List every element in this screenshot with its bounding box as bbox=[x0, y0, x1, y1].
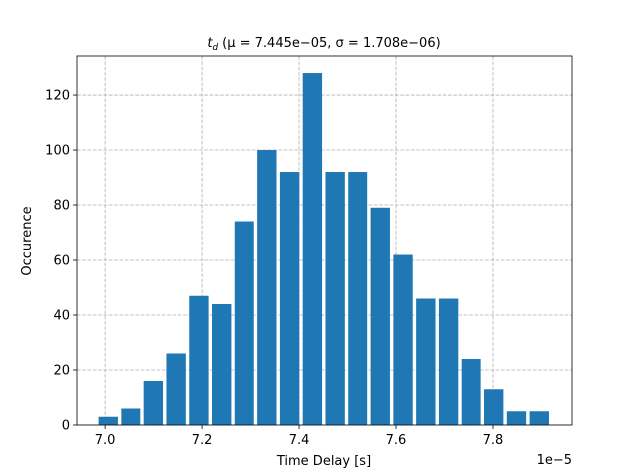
bar bbox=[166, 353, 186, 425]
x-tick-label: 7.2 bbox=[192, 433, 213, 448]
bar bbox=[302, 73, 323, 425]
bar bbox=[348, 172, 368, 425]
chart-title: td (μ = 7.445e−05, σ = 1.708e−06) bbox=[207, 36, 440, 53]
bar bbox=[370, 207, 390, 425]
y-tick-label: 120 bbox=[45, 89, 70, 104]
bar bbox=[121, 408, 141, 425]
x-tick-label: 7.8 bbox=[483, 433, 504, 448]
axes-frame bbox=[76, 55, 573, 426]
title-rest: (μ = 7.445e−05, σ = 1.708e−06) bbox=[222, 36, 441, 51]
bar bbox=[461, 359, 481, 425]
bar bbox=[279, 172, 300, 425]
title-var: t bbox=[207, 36, 213, 51]
y-tick-label: 40 bbox=[53, 309, 70, 324]
bar bbox=[98, 416, 118, 425]
x-offset-label: 1e−5 bbox=[537, 453, 572, 468]
x-axis-label: Time Delay [s] bbox=[276, 454, 371, 469]
bar bbox=[234, 221, 254, 425]
x-tick-label: 7.6 bbox=[386, 433, 407, 448]
title-subscript: d bbox=[212, 43, 218, 53]
y-tick-label: 0 bbox=[62, 419, 70, 434]
bar bbox=[529, 411, 549, 425]
x-tick-label: 7.4 bbox=[289, 433, 310, 448]
bar bbox=[257, 150, 277, 425]
y-tick-label: 100 bbox=[45, 144, 70, 159]
x-tick-label: 7.0 bbox=[95, 433, 116, 448]
bar bbox=[506, 411, 527, 425]
bar bbox=[438, 298, 459, 425]
bar bbox=[484, 389, 504, 425]
bar bbox=[416, 298, 436, 425]
bar bbox=[143, 381, 164, 425]
y-tick-label: 60 bbox=[53, 254, 70, 269]
y-tick-label: 80 bbox=[53, 199, 70, 214]
bar bbox=[393, 254, 413, 425]
y-tick-label: 20 bbox=[53, 364, 70, 379]
bar bbox=[212, 304, 232, 425]
bar bbox=[325, 172, 345, 425]
y-axis-label: Occurence bbox=[20, 206, 35, 275]
bar bbox=[189, 295, 209, 425]
